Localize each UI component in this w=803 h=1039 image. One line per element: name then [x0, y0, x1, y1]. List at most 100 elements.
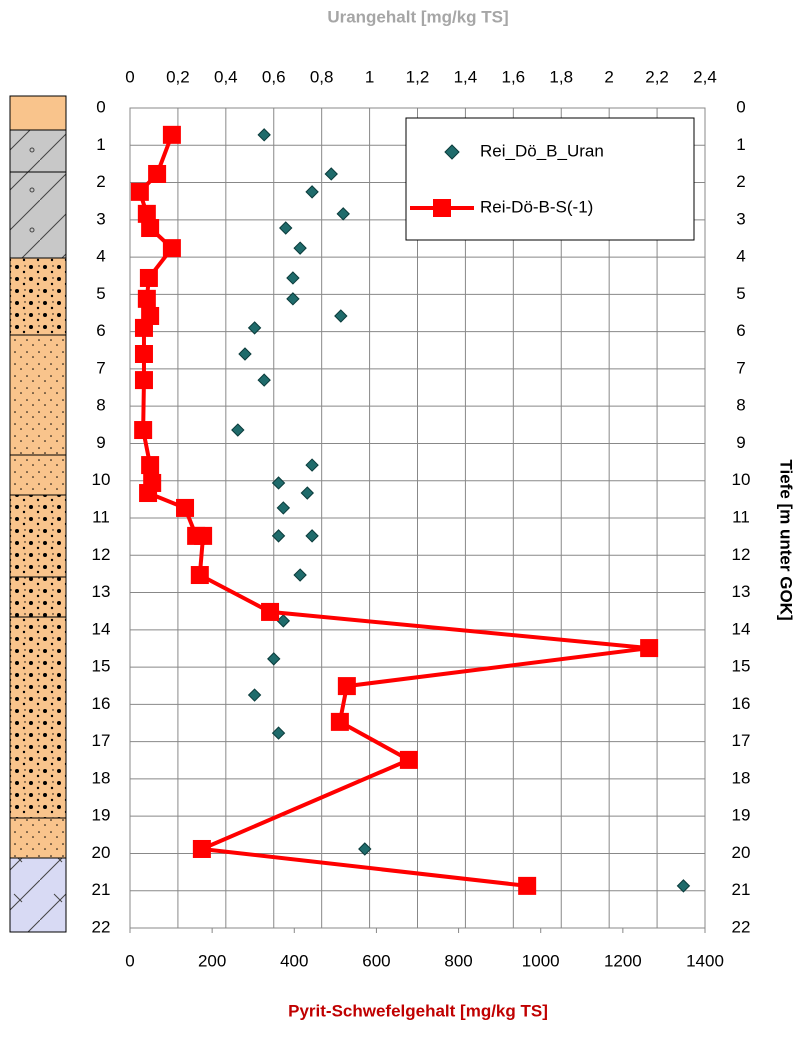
y-tick-label: 12: [92, 545, 111, 564]
x-tick-label: 800: [444, 951, 472, 970]
y2-tick-label: 16: [732, 694, 751, 713]
top-tick-label: 2,4: [693, 67, 717, 86]
y-tick-label: 20: [92, 843, 111, 862]
y2-tick-label: 3: [736, 209, 745, 228]
data-point: [276, 614, 291, 628]
data-point: [257, 373, 271, 387]
y-tick-label: 4: [96, 247, 105, 266]
data-point: [134, 318, 153, 337]
data-point: [271, 726, 286, 740]
data-point: [134, 371, 153, 390]
data-point: [162, 239, 181, 258]
y2-tick-label: 9: [736, 433, 745, 452]
lithology-column: [9, 95, 67, 933]
y2-tick-label: 21: [732, 880, 751, 899]
y2-tick-label: 13: [732, 582, 751, 601]
y2-tick-label: 14: [732, 619, 751, 638]
data-point: [305, 529, 319, 543]
data-point: [271, 529, 286, 543]
top-tick-label: 1,8: [549, 67, 573, 86]
y2-tick-label: 18: [732, 768, 751, 787]
y-tick-label: 18: [92, 768, 111, 787]
top-tick-label: 1,4: [454, 67, 478, 86]
data-point: [293, 241, 307, 255]
y2-tick-label: 1: [736, 135, 745, 154]
y2-tick-label: 6: [736, 321, 745, 340]
data-point: [293, 568, 307, 582]
data-point: [640, 639, 659, 658]
x-tick-label: 1200: [604, 951, 642, 970]
data-point: [334, 309, 348, 323]
y2-tick-label: 5: [736, 284, 745, 303]
data-point: [330, 712, 349, 731]
data-point: [247, 688, 262, 702]
data-point: [324, 167, 338, 181]
legend-box: [405, 117, 695, 241]
top-tick-label: 1: [365, 67, 374, 86]
y2-tick-label: 15: [732, 657, 751, 676]
data-point: [141, 456, 160, 475]
y-tick-label: 19: [92, 806, 111, 825]
data-point: [300, 486, 314, 500]
y2-tick-label: 10: [732, 470, 751, 489]
data-point: [305, 185, 319, 199]
data-point: [139, 484, 158, 503]
data-point: [130, 182, 149, 201]
data-point: [676, 879, 691, 893]
top-tick-label: 0,8: [310, 67, 334, 86]
x-tick-label: 0: [125, 951, 134, 970]
y-tick-label: 14: [92, 619, 111, 638]
y2-tick-label: 17: [732, 731, 751, 750]
y2-tick-label: 8: [736, 396, 745, 415]
y-tick-label: 11: [92, 507, 110, 526]
plot-area: 0 0,2 0,4 0,6 0,8 1 1,2 1,4 1,6 1,8 2 2,2 2,40 200 400…: [92, 67, 751, 970]
data-point: [271, 476, 286, 490]
data-point: [141, 219, 160, 238]
y2-tick-label: 20: [732, 843, 751, 862]
y-tick-label: 10: [92, 470, 111, 489]
y-tick-label: 13: [92, 582, 111, 601]
data-point: [358, 842, 372, 856]
data-point: [134, 421, 153, 440]
data-point: [286, 271, 300, 285]
top-tick-label: 2,2: [645, 67, 669, 86]
legend-label: Rei_Dö_B_Uran: [480, 141, 604, 160]
y2-tick-label: 7: [736, 358, 745, 377]
data-point: [337, 677, 356, 696]
x-tick-label: 600: [362, 951, 390, 970]
legend-marker: [444, 144, 460, 160]
data-point: [231, 423, 245, 437]
y-tick-label: 21: [92, 880, 111, 899]
y-tick-label: 9: [96, 433, 105, 452]
top-tick-label: 1,2: [406, 67, 430, 86]
data-point: [137, 204, 156, 223]
y-tick-label: 3: [96, 209, 105, 228]
x-tick-label: 200: [198, 951, 226, 970]
data-point: [192, 839, 211, 858]
top-tick-label: 0,4: [214, 67, 238, 86]
data-point: [257, 128, 271, 142]
y2-tick-label: 0: [736, 97, 745, 116]
y-tick-label: 17: [92, 731, 111, 750]
y2-tick-label: 19: [732, 806, 751, 825]
data-point: [137, 289, 156, 308]
data-point: [162, 125, 181, 144]
data-point: [305, 458, 319, 472]
top-tick-label: 2: [604, 67, 613, 86]
x-tick-label: 1000: [522, 951, 560, 970]
data-point: [518, 876, 537, 895]
data-point: [190, 566, 209, 585]
top-tick-label: 0,6: [262, 67, 286, 86]
legend-marker: [433, 199, 451, 217]
y-axis-title: Tiefe [m unter GOK]: [777, 459, 796, 620]
top-tick-label: 1,6: [502, 67, 526, 86]
legend-label: Rei-Dö-B-S(-1): [480, 197, 593, 216]
top-tick-label: 0,2: [166, 67, 190, 86]
data-point: [247, 321, 262, 335]
y2-tick-label: 12: [732, 545, 751, 564]
y-tick-label: 2: [96, 172, 105, 191]
y-tick-label: 7: [96, 358, 105, 377]
y-tick-label: 16: [92, 694, 111, 713]
legend: Rei_Dö_B_Uran Rei-Dö-B-S(-1): [405, 117, 695, 241]
